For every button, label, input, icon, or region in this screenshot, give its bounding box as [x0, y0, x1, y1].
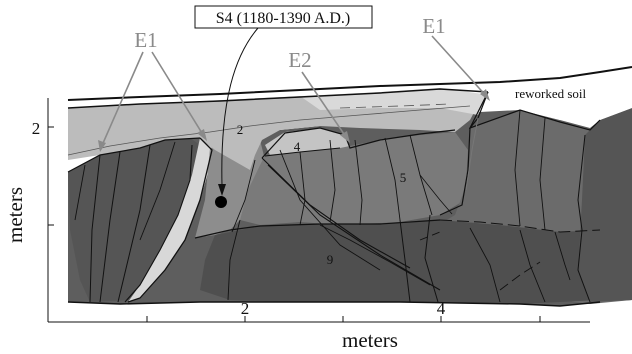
x-tick-label-2: 2	[241, 299, 250, 318]
e1-left-arrowhead-2	[197, 129, 207, 141]
fracture-1	[261, 157, 411, 269]
unit-label-2: 2	[237, 122, 244, 137]
fracture-11	[424, 214, 439, 303]
fracture-14	[319, 224, 431, 286]
reworked-soil-band	[68, 68, 632, 120]
left-fissure-1	[89, 154, 101, 303]
right-fracture-6	[554, 231, 571, 281]
sample-marker-dot	[215, 196, 227, 208]
sample-leader-line	[221, 27, 259, 186]
unit-2-lower-boundary	[67, 137, 201, 173]
fracture-2	[267, 164, 441, 291]
fracture-9	[419, 174, 453, 215]
fracture-4	[299, 151, 306, 226]
fracture-6	[354, 139, 363, 226]
fracture-3	[279, 149, 381, 271]
event-label-e1-right: E1	[422, 14, 445, 38]
x-axis-title: meters	[342, 328, 398, 352]
e1-left-fault-wall-inner	[124, 144, 193, 303]
e1-right-arrow	[431, 35, 489, 99]
e1-left-arrow-2	[151, 51, 206, 139]
trench-top-line	[67, 88, 489, 109]
event-arrow-group	[99, 35, 489, 151]
sample-leader-arrowhead	[218, 184, 226, 196]
fracture-13	[231, 159, 256, 233]
unit-5-fill	[240, 132, 468, 225]
right-fracture-5	[519, 229, 546, 303]
soil-label: reworked soil	[515, 86, 587, 101]
right-fracture-3	[577, 134, 591, 303]
left-fissure-5	[74, 164, 86, 221]
unit-9-dashed-boundary	[439, 219, 601, 233]
event-label-e1-left: E1	[134, 28, 157, 52]
right-fracture-1	[514, 109, 521, 227]
x-tick-label-4: 4	[437, 299, 446, 318]
unit-label-4: 4	[294, 139, 301, 154]
unit-left-wedge	[68, 138, 200, 302]
fracture-5	[329, 139, 336, 223]
right-fracture-4	[469, 227, 501, 303]
right-dashed-fracture	[499, 261, 541, 291]
ground-surface-line	[67, 66, 632, 101]
e2-arrowhead	[340, 131, 350, 143]
unit-label-9: 9	[327, 252, 334, 267]
right-dashed-fracture-2	[419, 231, 441, 241]
left-fissure-3	[117, 144, 151, 303]
left-fissure-2	[99, 151, 121, 303]
unit-2-fill	[68, 88, 485, 170]
left-fissure-4	[139, 141, 176, 241]
trench-base-line	[67, 301, 601, 307]
unit-2-thin-line	[67, 105, 471, 156]
e1-right-fault-inner	[465, 117, 479, 191]
unit-boundary-upper-right	[468, 91, 601, 131]
unit-9-upper-boundary	[194, 219, 441, 239]
e1-right-fault	[439, 91, 489, 216]
right-fracture-2	[539, 117, 546, 231]
fracture-7	[384, 137, 401, 221]
unit-4-boundary	[261, 127, 456, 159]
event-arrow-heads	[98, 89, 490, 152]
fracture-10	[399, 219, 411, 303]
fracture-12	[227, 219, 241, 301]
unit-4-fill	[265, 128, 350, 155]
event-label-e2: E2	[288, 48, 311, 72]
e1-left-arrow-1	[99, 51, 144, 151]
sample-label: S4 (1180-1390 A.D.)	[216, 10, 351, 27]
e1-left-arrowhead-1	[98, 140, 106, 152]
sample-label-box	[194, 5, 373, 29]
unit-2-dashed-line	[339, 103, 451, 109]
e2-arrow	[301, 71, 349, 141]
unit-far-right	[578, 108, 632, 302]
e1-left-fault-wall	[127, 137, 213, 303]
e1-right-arrowhead	[480, 89, 490, 101]
y-axis-title: meters	[3, 187, 27, 243]
unit-label-5: 5	[400, 170, 407, 185]
unit-colluvium-pale	[128, 138, 215, 302]
y-tick-label-2: 2	[32, 119, 41, 138]
